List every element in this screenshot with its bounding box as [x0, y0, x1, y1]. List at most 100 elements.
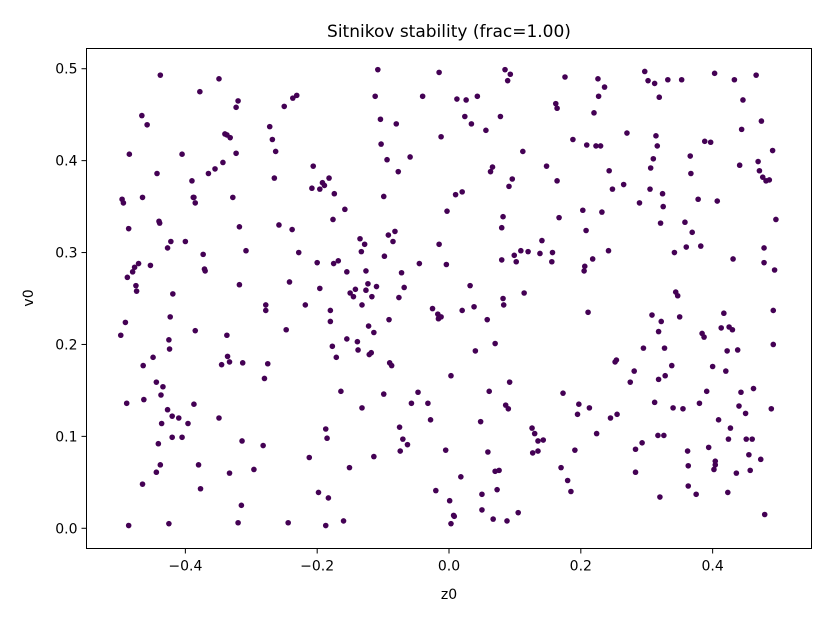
data-point: [327, 318, 334, 325]
data-point: [661, 345, 668, 351]
data-point: [415, 389, 421, 396]
data-point: [609, 186, 616, 192]
data-point: [330, 260, 337, 267]
data-point: [515, 509, 521, 516]
data-point: [396, 294, 402, 301]
data-point: [269, 136, 276, 143]
data-point: [506, 379, 513, 385]
data-point: [448, 372, 454, 379]
data-point: [500, 213, 506, 220]
data-point: [322, 426, 329, 432]
data-point: [286, 279, 293, 285]
data-point: [696, 400, 703, 407]
data-point: [166, 520, 172, 527]
data-point: [707, 139, 714, 146]
data-point: [725, 489, 731, 496]
data-point: [718, 325, 724, 331]
data-point: [444, 208, 450, 214]
data-point: [645, 77, 651, 84]
data-point: [733, 470, 740, 476]
data-point: [543, 163, 550, 169]
data-point: [321, 182, 328, 189]
data-point: [701, 138, 708, 145]
data-point: [680, 405, 686, 412]
data-point: [216, 415, 222, 421]
data-point: [226, 470, 233, 476]
data-point: [448, 520, 454, 527]
data-point: [224, 353, 231, 360]
data-point: [624, 130, 630, 136]
data-point: [272, 148, 279, 155]
data-point: [655, 376, 662, 383]
data-point: [333, 354, 340, 361]
data-point: [429, 305, 436, 312]
data-point: [705, 444, 712, 451]
data-point: [556, 214, 562, 221]
data-point: [701, 334, 707, 340]
x-tick-label: 0.0: [438, 559, 460, 575]
data-point: [768, 405, 775, 412]
data-point: [133, 282, 139, 289]
data-point: [166, 346, 173, 352]
data-point: [632, 446, 639, 453]
data-point: [498, 224, 505, 231]
data-point: [126, 151, 133, 157]
data-point: [509, 176, 516, 182]
data-point: [384, 156, 390, 163]
data-point: [651, 399, 658, 406]
data-point: [471, 303, 477, 310]
data-point: [378, 141, 384, 147]
data-point: [714, 198, 721, 204]
data-point: [442, 447, 449, 453]
data-point: [388, 362, 395, 369]
data-point: [755, 158, 761, 165]
data-point: [167, 314, 173, 320]
data-point: [568, 488, 574, 495]
data-point: [500, 302, 507, 308]
data-point: [365, 323, 372, 329]
data-point: [329, 343, 336, 350]
data-point: [693, 491, 699, 498]
data-point: [585, 309, 591, 316]
data-point: [233, 150, 239, 157]
data-point: [189, 178, 195, 184]
data-point: [492, 340, 498, 347]
data-point: [770, 307, 777, 314]
data-point: [589, 256, 596, 262]
data-point: [486, 388, 493, 395]
data-point: [144, 121, 150, 128]
data-point: [158, 392, 164, 398]
data-point: [520, 148, 526, 155]
data-point: [182, 238, 189, 245]
data-point: [157, 72, 164, 78]
data-point: [640, 345, 647, 351]
data-point: [233, 104, 239, 111]
data-point: [226, 359, 233, 365]
data-point: [306, 454, 313, 461]
data-point: [446, 497, 453, 504]
data-point: [507, 71, 514, 78]
data-point: [738, 389, 744, 396]
data-point: [736, 403, 742, 409]
data-point: [295, 249, 302, 256]
data-point: [365, 280, 371, 287]
data-point: [416, 260, 423, 267]
data-point: [742, 410, 749, 417]
data-point: [740, 97, 746, 103]
data-point: [560, 390, 566, 396]
data-point: [682, 219, 688, 226]
data-point: [262, 307, 269, 314]
data-point: [451, 513, 458, 520]
data-point: [166, 337, 172, 343]
data-point: [369, 293, 375, 300]
data-point: [153, 379, 160, 385]
data-point: [155, 440, 162, 447]
data-point: [593, 143, 599, 149]
data-point: [535, 448, 541, 454]
data-point: [169, 413, 175, 419]
data-point: [200, 251, 206, 258]
data-point: [380, 391, 387, 397]
data-point: [212, 166, 218, 172]
data-point: [458, 474, 464, 480]
